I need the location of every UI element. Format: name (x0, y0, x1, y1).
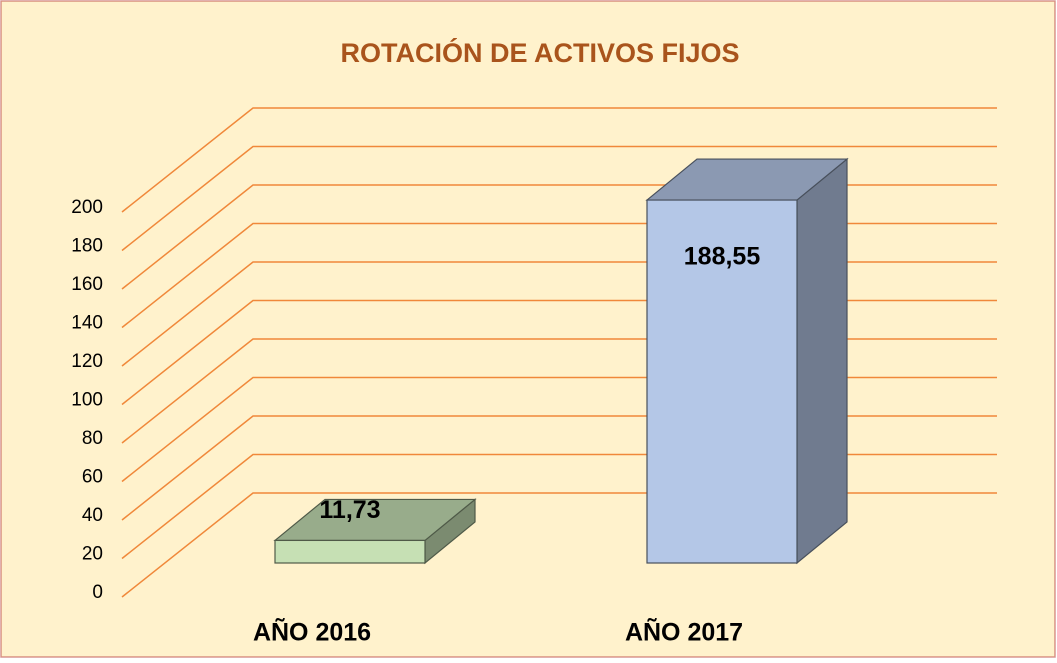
y-tick-label: 120 (71, 351, 103, 372)
data-label: 11,73 (319, 496, 380, 524)
y-tick-label: 180 (71, 236, 103, 257)
x-tick-label: AÑO 2016 (253, 617, 371, 647)
y-tick-label: 100 (71, 390, 103, 411)
y-tick-label: 60 (82, 467, 103, 488)
grid-line (121, 107, 997, 213)
y-tick-label: 20 (82, 544, 103, 565)
bar (646, 199, 798, 564)
y-tick-label: 0 (92, 582, 103, 603)
y-tick-label: 200 (71, 197, 103, 218)
y-tick-label: 160 (71, 274, 103, 295)
data-label: 188,55 (684, 243, 761, 271)
bar-side (796, 157, 848, 565)
y-tick-label: 40 (82, 505, 103, 526)
x-tick-label: AÑO 2017 (625, 617, 743, 647)
grid-line (121, 145, 997, 252)
chart-title: ROTACIÓN DE ACTIVOS FIJOS (340, 37, 739, 68)
y-tick-label: 80 (82, 428, 103, 449)
bar (274, 539, 426, 564)
y-tick-label: 140 (71, 313, 103, 334)
